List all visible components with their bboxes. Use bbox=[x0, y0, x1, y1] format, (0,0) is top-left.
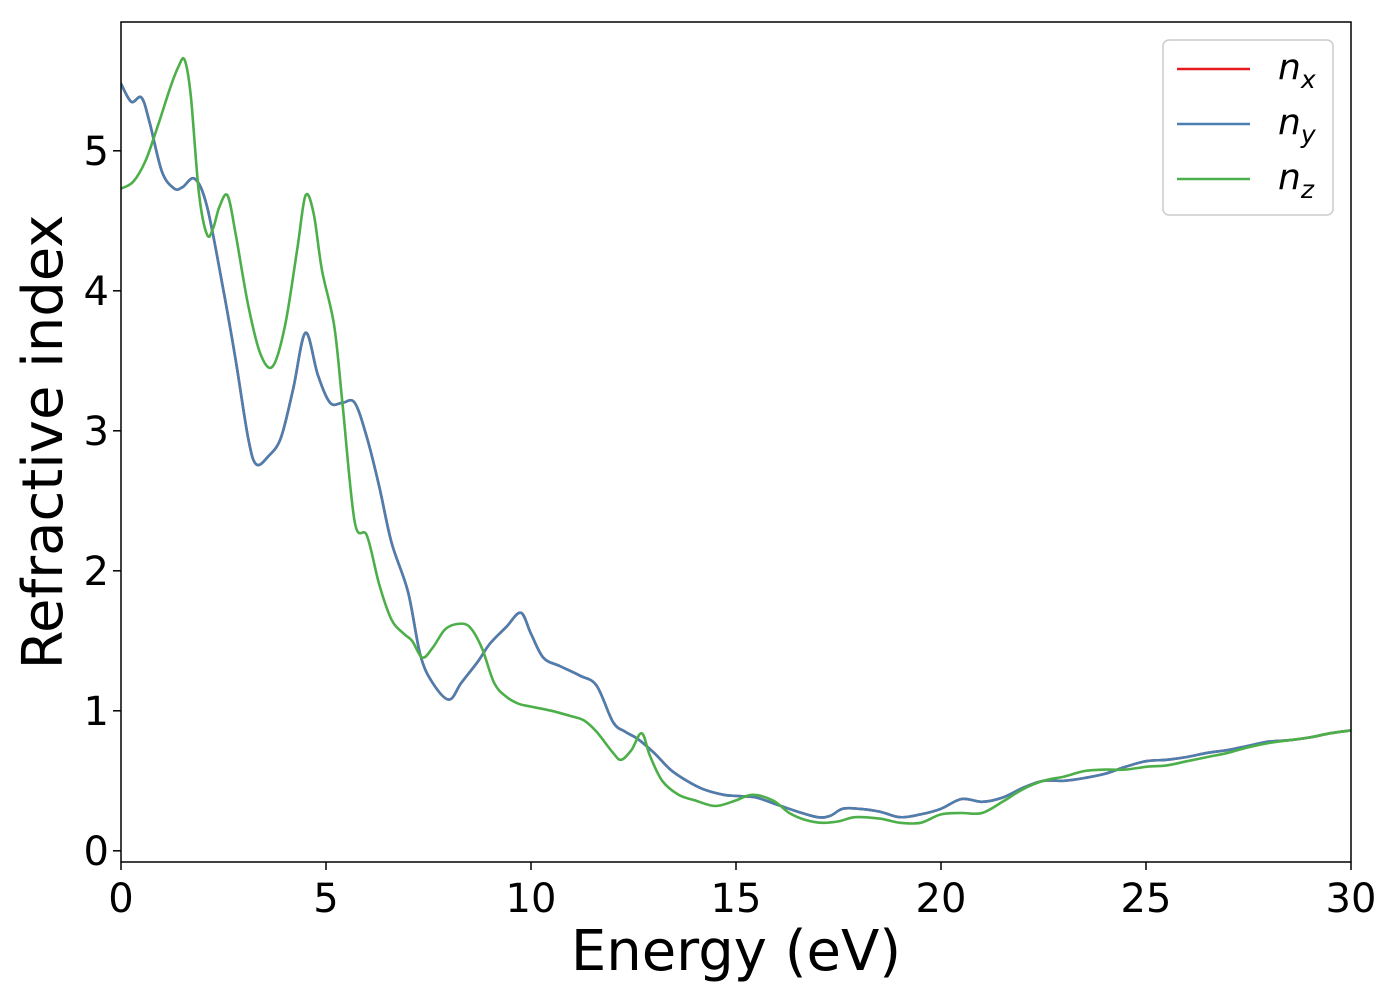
x-tick-label: 15 bbox=[711, 876, 762, 922]
series-line-z bbox=[121, 56, 1351, 825]
y-tick-label: 3 bbox=[84, 409, 109, 455]
y-tick-label: 2 bbox=[84, 549, 109, 595]
y-tick-label: 0 bbox=[84, 829, 109, 875]
legend-label-x: nx bbox=[1278, 47, 1316, 94]
y-tick-label: 5 bbox=[84, 129, 109, 175]
x-tick-label: 10 bbox=[506, 876, 557, 922]
y-tick-label: 4 bbox=[84, 269, 109, 315]
x-axis-title: Energy (eV) bbox=[571, 919, 901, 984]
x-tick-label: 25 bbox=[1121, 876, 1172, 922]
y-axis-title: Refractive index bbox=[11, 215, 76, 670]
legend: nx ny nz bbox=[1162, 39, 1334, 216]
x-tick-label: 30 bbox=[1326, 876, 1377, 922]
legend-label-z: nz bbox=[1278, 157, 1315, 204]
y-axis-ticks: 0 1 2 3 4 5 bbox=[84, 129, 121, 875]
x-axis-ticks: 0 5 10 15 20 25 30 bbox=[108, 862, 1376, 922]
y-tick-label: 1 bbox=[84, 689, 109, 735]
x-tick-label: 5 bbox=[313, 876, 338, 922]
legend-items: nx ny nz bbox=[1177, 47, 1317, 204]
x-tick-label: 0 bbox=[108, 876, 133, 922]
plot-lines bbox=[121, 56, 1351, 825]
legend-box bbox=[1162, 39, 1334, 216]
series-line-y bbox=[121, 82, 1351, 819]
legend-label-y: ny bbox=[1278, 102, 1317, 149]
x-tick-label: 20 bbox=[916, 876, 967, 922]
